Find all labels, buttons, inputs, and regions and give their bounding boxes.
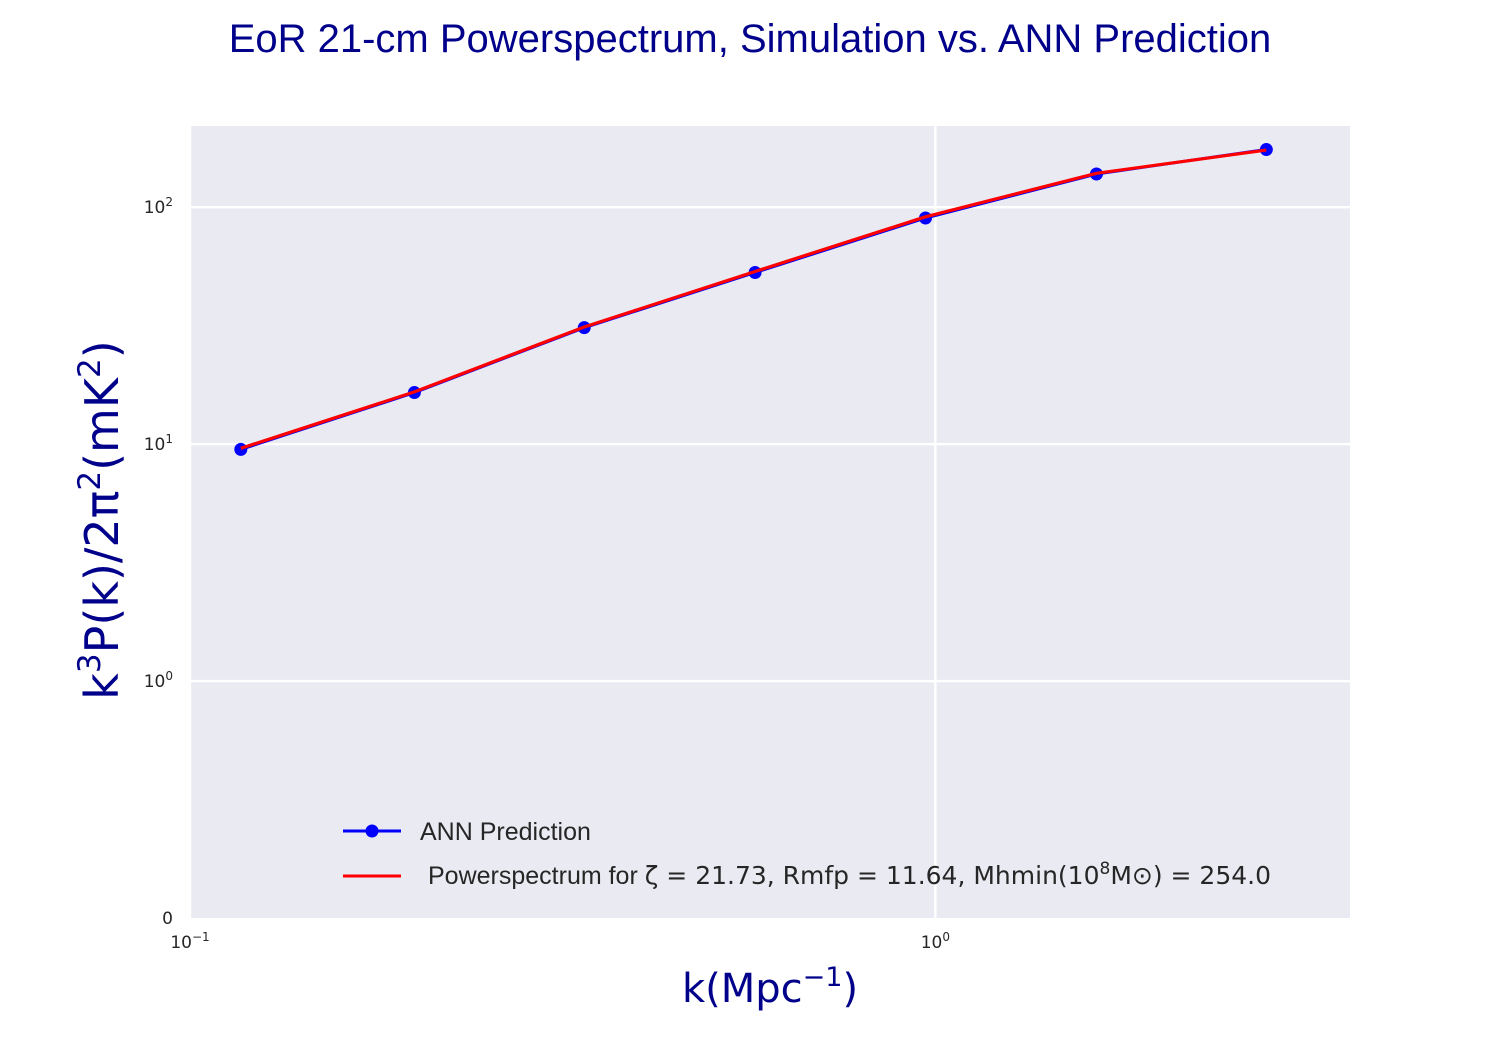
- chart-title: EoR 21-cm Powerspectrum, Simulation vs. …: [229, 17, 1272, 61]
- legend-ann-marker: [365, 824, 379, 838]
- y-tick-label: 101: [144, 432, 173, 455]
- x-tick-label: 10−1: [170, 930, 209, 953]
- y-tick-label: 0: [162, 909, 173, 929]
- data-point: [1259, 143, 1273, 157]
- x-axis-label: k(Mpc−1): [682, 962, 858, 1012]
- series-line: [240, 148, 1267, 450]
- series-powerspectrum: [240, 148, 1267, 450]
- y-axis-label: k3P(k)/2π2(mK2): [72, 340, 129, 699]
- series-layer: [234, 143, 1273, 456]
- grid-lines: [188, 126, 1350, 918]
- plot-area: [190, 126, 1350, 918]
- x-tick-labels: 10−1 100: [170, 930, 950, 953]
- legend-ann-label: ANN Prediction: [420, 818, 591, 846]
- y-tick-label: 100: [144, 669, 173, 692]
- x-tick-label: 100: [921, 930, 950, 953]
- y-tick-label: 102: [144, 195, 173, 218]
- legend: ANN Prediction Powerspectrum for ζ = 21.…: [343, 818, 1271, 890]
- legend-powerspectrum-label: Powerspectrum for ζ = 21.73, Rmfp = 11.6…: [428, 859, 1271, 890]
- y-tick-labels: 0 100 101 102: [144, 195, 173, 929]
- data-point: [234, 442, 248, 456]
